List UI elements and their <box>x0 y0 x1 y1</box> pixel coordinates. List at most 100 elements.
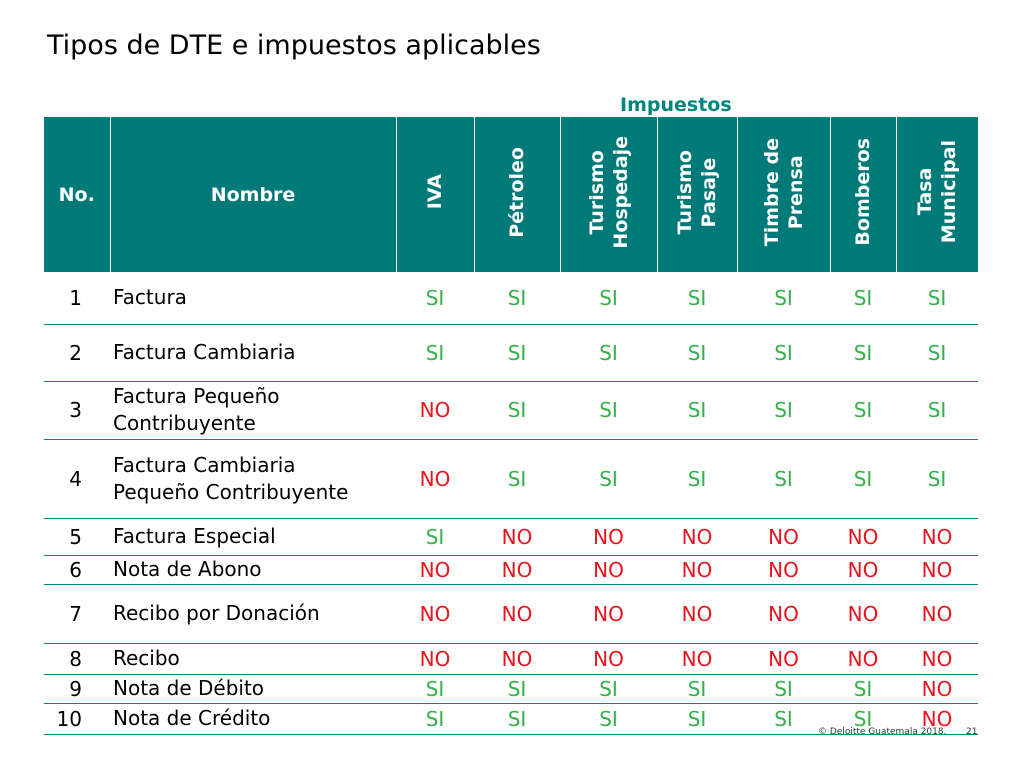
tax-applicability-cell: SI <box>830 324 896 382</box>
header-tax: Tasa Municipal <box>895 117 979 272</box>
tax-applicability-cell: NO <box>830 555 896 585</box>
header-no: No. <box>44 117 111 272</box>
tax-applicability-cell: SI <box>896 324 978 382</box>
header-tax-label: Bomberos <box>852 138 874 246</box>
tax-applicability-cell: SI <box>560 439 657 519</box>
row-name: Factura <box>110 272 396 325</box>
row-number: 3 <box>44 381 110 440</box>
header-tax-label: Pétroleo <box>506 146 528 238</box>
header-tax: Turismo Hospedaje <box>559 117 658 272</box>
tax-applicability-cell: NO <box>474 584 560 644</box>
header-tax: Pétroleo <box>473 117 561 272</box>
tax-applicability-cell: SI <box>474 674 560 704</box>
row-number: 7 <box>44 584 110 644</box>
tax-applicability-cell: SI <box>560 381 657 440</box>
row-name: Nota de Débito <box>110 674 396 704</box>
tax-applicability-cell: SI <box>830 381 896 440</box>
tax-applicability-cell: SI <box>474 324 560 382</box>
tax-applicability-cell: NO <box>896 643 978 675</box>
dte-tax-table: No. Nombre IVA Pétroleo Turismo Hospedaj… <box>44 117 979 735</box>
tax-applicability-cell: NO <box>474 518 560 556</box>
tax-applicability-cell: NO <box>657 518 737 556</box>
tax-applicability-cell: SI <box>657 674 737 704</box>
tax-applicability-cell: NO <box>896 555 978 585</box>
tax-applicability-cell: NO <box>830 518 896 556</box>
tax-applicability-cell: NO <box>560 643 657 675</box>
tax-applicability-cell: SI <box>896 272 978 325</box>
row-number: 1 <box>44 272 110 325</box>
row-name: Recibo <box>110 643 396 675</box>
header-tax-label: Turismo Pasaje <box>674 149 720 235</box>
tax-applicability-cell: NO <box>896 674 978 704</box>
tax-applicability-cell: SI <box>657 381 737 440</box>
table-row: 3 Factura Pequeño Contribuyente NO SI SI SI SI… <box>44 381 978 440</box>
tax-applicability-cell: NO <box>657 643 737 675</box>
tax-applicability-cell: NO <box>396 555 474 585</box>
header-tax-label: IVA <box>424 174 446 210</box>
tax-applicability-cell: NO <box>560 555 657 585</box>
slide-title: Tipos de DTE e impuestos aplicables <box>47 30 541 61</box>
tax-applicability-cell: NO <box>560 584 657 644</box>
tax-applicability-cell: SI <box>830 674 896 704</box>
tax-applicability-cell: NO <box>896 584 978 644</box>
table-row: 9 Nota de Débito SI SI SI SI SI SI NO <box>44 674 978 704</box>
tax-applicability-cell: SI <box>737 381 830 440</box>
row-number: 10 <box>44 703 110 735</box>
tax-applicability-cell: SI <box>896 381 978 440</box>
tax-applicability-cell: SI <box>830 439 896 519</box>
table-row: 2 Factura Cambiaria SI SI SI SI SI SI SI <box>44 324 978 382</box>
taxes-group-label: Impuestos <box>620 94 732 116</box>
row-number: 8 <box>44 643 110 675</box>
tax-applicability-cell: SI <box>830 703 896 735</box>
row-name: Recibo por Donación <box>110 584 396 644</box>
tax-applicability-cell: NO <box>830 643 896 675</box>
row-number: 9 <box>44 674 110 704</box>
tax-applicability-cell: SI <box>737 324 830 382</box>
tax-applicability-cell: SI <box>657 439 737 519</box>
header-row: No. Nombre IVA Pétroleo Turismo Hospedaj… <box>44 117 979 272</box>
tax-applicability-cell: NO <box>830 584 896 644</box>
tax-applicability-cell: SI <box>560 324 657 382</box>
tax-applicability-cell: NO <box>896 703 978 735</box>
tax-applicability-cell: SI <box>737 272 830 325</box>
tax-applicability-cell: SI <box>560 703 657 735</box>
row-name: Factura Pequeño Contribuyente <box>110 381 396 440</box>
row-name: Factura Cambiaria Pequeño Contribuyente <box>110 439 396 519</box>
header-tax-label: Tasa Municipal <box>914 140 960 244</box>
tax-applicability-cell: SI <box>657 703 737 735</box>
tax-applicability-cell: SI <box>474 703 560 735</box>
tax-applicability-cell: SI <box>396 703 474 735</box>
tax-applicability-cell: SI <box>396 272 474 325</box>
tax-applicability-cell: NO <box>896 518 978 556</box>
table-row: 8 Recibo NO NO NO NO NO NO NO <box>44 643 978 675</box>
tax-applicability-cell: NO <box>396 584 474 644</box>
tax-applicability-cell: NO <box>657 555 737 585</box>
tax-applicability-cell: SI <box>896 439 978 519</box>
tax-applicability-cell: SI <box>560 272 657 325</box>
row-name: Nota de Abono <box>110 555 396 585</box>
header-tax-label: Turismo Hospedaje <box>585 135 632 249</box>
tax-applicability-cell: NO <box>657 584 737 644</box>
row-name: Factura Especial <box>110 518 396 556</box>
tax-applicability-cell: SI <box>830 272 896 325</box>
header-tax: Timbre de Prensa <box>736 117 831 272</box>
header-tax: Turismo Pasaje <box>656 117 738 272</box>
tax-applicability-cell: SI <box>657 324 737 382</box>
header-name: Nombre <box>109 117 397 272</box>
tax-applicability-cell: SI <box>474 439 560 519</box>
footer-copyright: © Deloitte Guatemala 2018. <box>818 727 947 737</box>
table-row: 1 Factura SI SI SI SI SI SI SI <box>44 272 978 325</box>
tax-applicability-cell: SI <box>396 518 474 556</box>
tax-applicability-cell: NO <box>737 643 830 675</box>
row-name: Factura Cambiaria <box>110 324 396 382</box>
table-row: 6 Nota de Abono NO NO NO NO NO NO NO <box>44 555 978 585</box>
tax-applicability-cell: SI <box>560 674 657 704</box>
tax-applicability-cell: NO <box>396 643 474 675</box>
row-number: 2 <box>44 324 110 382</box>
page-number: 21 <box>966 727 978 737</box>
table-row: 4 Factura Cambiaria Pequeño Contribuyente… <box>44 439 978 519</box>
row-name: Nota de Crédito <box>110 703 396 735</box>
tax-applicability-cell: SI <box>737 439 830 519</box>
tax-applicability-cell: NO <box>474 555 560 585</box>
table-row: 7 Recibo por Donación NO NO NO NO NO NO NO <box>44 584 978 644</box>
